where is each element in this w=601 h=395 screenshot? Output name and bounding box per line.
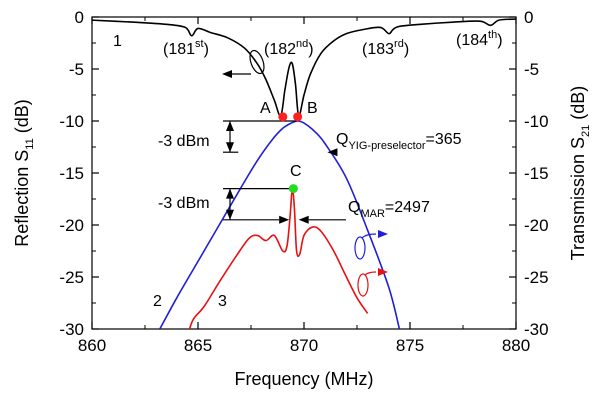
marker-label-c: C xyxy=(290,163,302,180)
upper-bracket-arrow-down xyxy=(226,142,234,153)
y-left-tick-label: -25 xyxy=(59,268,84,287)
markers-layer xyxy=(278,112,303,194)
y-axis-title-right: Transmission S21 (dB) xyxy=(568,86,592,261)
series-layer xyxy=(92,18,516,329)
y-right-tick-label: -10 xyxy=(524,112,549,131)
curve-2-ellipse xyxy=(354,236,366,260)
qyig-arrow-head xyxy=(327,148,338,157)
mode-184-label: (184th) xyxy=(456,29,503,49)
x-tick-label: 880 xyxy=(502,336,530,355)
y-left-tick-label: -20 xyxy=(59,216,84,235)
axis-ticks xyxy=(91,16,517,330)
lower-bracket-arrow-down xyxy=(226,209,234,220)
annotation-graphics xyxy=(222,49,388,297)
y-right-tick-label: -30 xyxy=(524,320,549,339)
mode-183-label: (183rd) xyxy=(362,38,409,58)
curve-3-ellipse xyxy=(357,273,369,297)
marker-c xyxy=(288,184,298,194)
qmar-left-arrow-head xyxy=(279,215,290,224)
y-right-tick-label: 0 xyxy=(524,8,533,27)
y-axis-title-left: Reflection S11 (dB) xyxy=(12,99,36,247)
curve-label-1: 1 xyxy=(113,33,122,50)
curve-label-2: 2 xyxy=(153,293,162,310)
y-left-tick-label: -10 xyxy=(59,112,84,131)
plot-frame xyxy=(91,16,517,330)
series-line-3 xyxy=(188,187,369,329)
y-left-tick-label: -30 xyxy=(59,320,84,339)
curve-1-ellipse xyxy=(249,49,265,75)
curve-3-arrow-head xyxy=(378,268,388,276)
mode-181-label: (181st) xyxy=(163,38,209,58)
x-tick-label: 875 xyxy=(396,336,424,355)
series-line-1 xyxy=(92,18,516,117)
qmar-right-arrow-head xyxy=(298,215,309,224)
minus3-upper-label: -3 dBm xyxy=(158,133,210,150)
axis-tick-labels: 860 865 870 875 880 0 0 -5 -5 -10 -10 -15 -15 -20 -20 -… xyxy=(59,8,548,355)
marker-label-b: B xyxy=(307,100,318,117)
lower-bracket-arrow-up xyxy=(226,188,234,199)
marker-a xyxy=(278,112,288,122)
x-tick-label: 865 xyxy=(184,336,212,355)
x-tick-label: 860 xyxy=(78,336,106,355)
y-right-tick-label: -15 xyxy=(524,164,549,183)
y-left-tick-label: 0 xyxy=(75,8,84,27)
curve-1-arrow-head xyxy=(222,70,232,78)
curve-2-arrow-line xyxy=(361,233,377,239)
curve-2-arrow-head xyxy=(378,230,388,238)
y-right-tick-label: -25 xyxy=(524,268,549,287)
series-line-2 xyxy=(159,120,401,329)
x-tick-label: 870 xyxy=(290,336,318,355)
y-right-tick-label: -20 xyxy=(524,216,549,235)
marker-b xyxy=(293,112,303,122)
marker-label-a: A xyxy=(260,100,271,117)
q-yig-label: QYIG-preselector=365 xyxy=(336,131,462,152)
upper-bracket-arrow-up xyxy=(226,121,234,131)
x-axis-title: Frequency (MHz) xyxy=(234,369,373,389)
mode-182-label: (182nd) xyxy=(264,38,314,58)
curve-label-3: 3 xyxy=(218,293,227,310)
y-left-tick-label: -15 xyxy=(59,164,84,183)
minus3-lower-label: -3 dBm xyxy=(158,195,210,212)
curve-3-arrow-line xyxy=(364,271,377,276)
y-left-tick-label: -5 xyxy=(69,60,84,79)
y-right-tick-label: -5 xyxy=(524,60,539,79)
q-mar-label: QMAR=2497 xyxy=(348,199,430,220)
